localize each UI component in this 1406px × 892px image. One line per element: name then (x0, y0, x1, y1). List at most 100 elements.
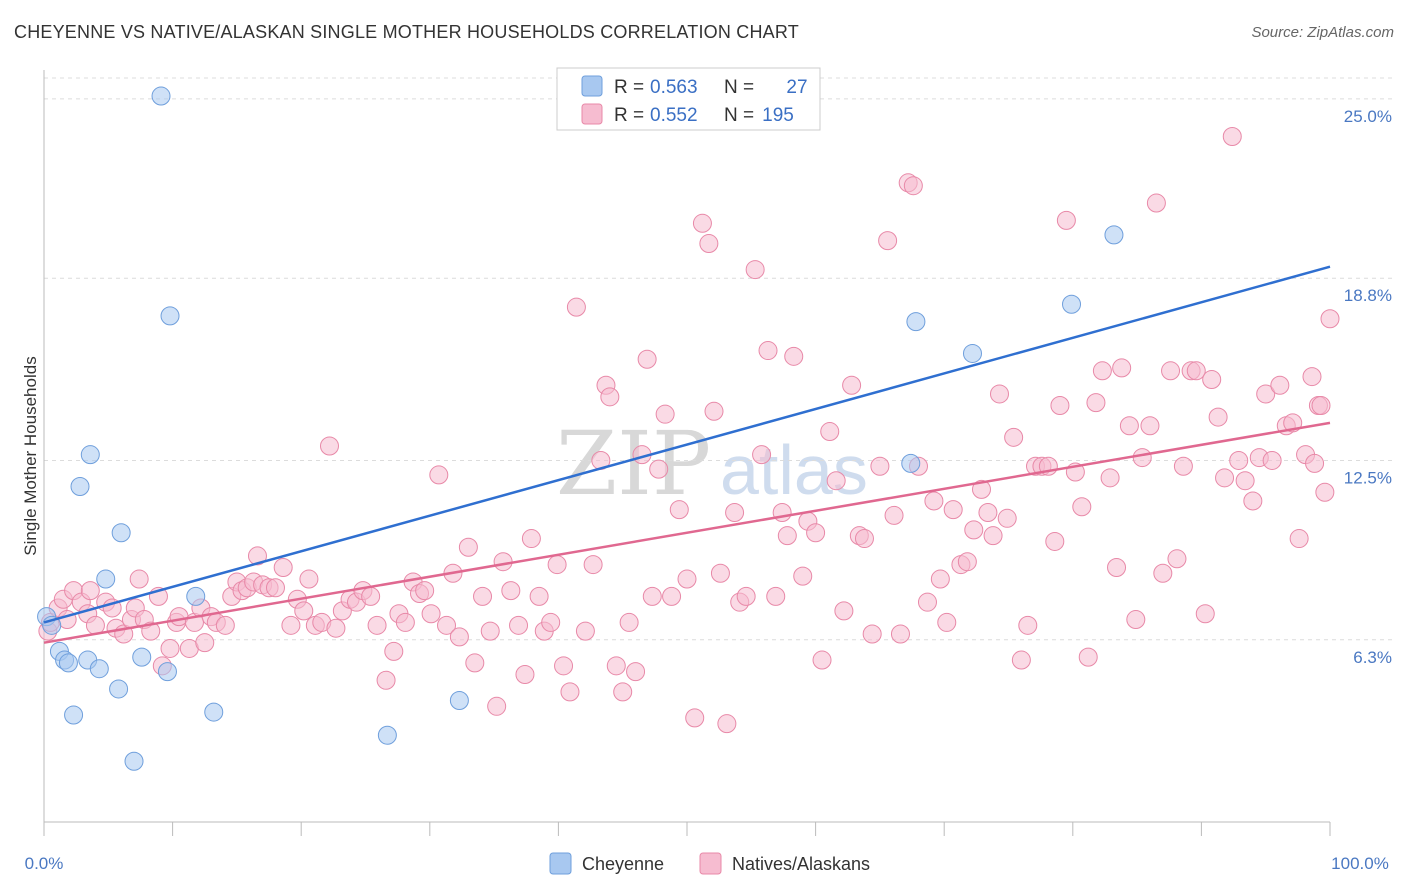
data-point (1243, 491, 1263, 511)
data-point (215, 615, 235, 635)
data-point (937, 612, 957, 632)
x-tick-label-max: 100.0% (1331, 854, 1389, 873)
data-point (766, 586, 786, 606)
data-point (449, 627, 469, 647)
data-point (903, 176, 923, 196)
data-point (1100, 468, 1120, 488)
data-point (247, 546, 267, 566)
data-point (971, 479, 991, 499)
data-point (655, 404, 675, 424)
data-point (699, 234, 719, 254)
data-point (1086, 393, 1106, 413)
data-point (906, 312, 926, 332)
data-point (662, 586, 682, 606)
data-point (1222, 127, 1242, 147)
data-point (1072, 497, 1092, 517)
watermark-atlas: atlas (720, 431, 868, 509)
data-point (96, 569, 116, 589)
data-point (281, 615, 301, 635)
data-point (793, 566, 813, 586)
bottom-legend-label-natives: Natives/Alaskans (732, 854, 870, 874)
data-point (449, 691, 469, 711)
data-point (784, 346, 804, 366)
series-natives-alaskans-points (38, 127, 1340, 734)
data-point (70, 476, 90, 496)
data-point (1018, 615, 1038, 635)
data-point (367, 615, 387, 635)
data-point (575, 621, 595, 641)
bottom-legend-swatch-cheyenne (549, 852, 572, 875)
data-point (1202, 369, 1222, 389)
data-point (642, 586, 662, 606)
legend-r-value-cheyenne: 0.563 (650, 77, 698, 98)
data-point (862, 624, 882, 644)
data-point (613, 682, 633, 702)
data-point (1140, 416, 1160, 436)
data-point (725, 503, 745, 523)
data-point (1186, 361, 1206, 381)
data-point (299, 569, 319, 589)
data-point (1056, 210, 1076, 230)
data-point (1146, 193, 1166, 213)
data-point (820, 422, 840, 442)
data-point (141, 621, 161, 641)
data-point (1320, 309, 1340, 329)
data-point (480, 621, 500, 641)
data-point (890, 624, 910, 644)
data-point (685, 708, 705, 728)
data-point (521, 529, 541, 549)
data-point (1153, 563, 1173, 583)
data-point (515, 664, 535, 684)
data-point (842, 375, 862, 395)
grid (44, 77, 1392, 641)
data-point (124, 751, 144, 771)
data-point (962, 343, 982, 363)
data-point (361, 586, 381, 606)
data-point (983, 526, 1003, 546)
data-point (157, 662, 177, 682)
data-point (704, 401, 724, 421)
legend-n-value-cheyenne: 27 (786, 77, 807, 98)
data-point (458, 537, 478, 557)
legend-swatch-cheyenne (581, 75, 603, 97)
data-point (80, 581, 100, 601)
data-point (129, 569, 149, 589)
data-point (777, 526, 797, 546)
data-point (541, 612, 561, 632)
data-point (319, 436, 339, 456)
legend-r-label-cheyenne: R = (614, 77, 644, 98)
data-point (1112, 358, 1132, 378)
data-point (1173, 456, 1193, 476)
data-point (736, 586, 756, 606)
legend-swatch-natives (581, 103, 603, 125)
data-point (265, 578, 285, 598)
y-tick-label: 18.8% (1344, 286, 1392, 305)
x-ticks (43, 822, 1331, 836)
data-point (151, 86, 171, 106)
y-tick-labels: 6.3% 12.5% 18.8% 25.0% (1344, 107, 1392, 667)
data-point (1167, 549, 1187, 569)
data-point (429, 465, 449, 485)
bottom-legend: Cheyenne Natives/Alaskans (549, 852, 870, 875)
data-point (758, 341, 778, 361)
data-point (1078, 647, 1098, 667)
legend-r-value-natives: 0.552 (650, 105, 698, 126)
chart-title: CHEYENNE VS NATIVE/ALASKAN SINGLE MOTHER… (14, 22, 799, 42)
x-tick-label-min: 0.0% (25, 854, 64, 873)
data-point (583, 555, 603, 575)
data-point (465, 653, 485, 673)
data-point (1311, 396, 1331, 416)
data-point (1229, 450, 1249, 470)
data-point (1132, 448, 1152, 468)
data-point (273, 557, 293, 577)
data-point (437, 615, 457, 635)
data-point (930, 569, 950, 589)
data-point (195, 633, 215, 653)
data-point (600, 387, 620, 407)
legend-n-value-natives: 195 (762, 105, 794, 126)
data-point (1050, 396, 1070, 416)
data-point (677, 569, 697, 589)
data-point (529, 586, 549, 606)
watermark-zip: ZIP (556, 412, 711, 515)
